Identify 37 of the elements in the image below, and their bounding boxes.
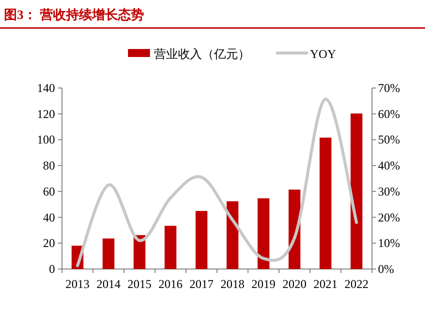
x-tick-label: 2021: [314, 277, 338, 291]
y-tick-label: 100: [37, 132, 55, 147]
legend-label: YOY: [310, 47, 336, 61]
y-tick-label: 0: [49, 262, 55, 276]
y2-tick-label: 0%: [378, 262, 394, 276]
bar: [196, 210, 208, 269]
y2-tick-label: 10%: [378, 236, 400, 250]
bar: [320, 138, 332, 269]
legend-label: 营业收入（亿元）: [154, 47, 250, 61]
bar: [350, 113, 362, 269]
x-tick-label: 2017: [190, 277, 214, 291]
y2-tick-label: 20%: [378, 210, 400, 224]
y-tick-label: 120: [37, 106, 55, 121]
x-tick-label: 2014: [96, 277, 120, 291]
y-tick-label: 80: [43, 158, 55, 173]
y2-tick-label: 70%: [378, 81, 400, 95]
y2-tick-label: 50%: [378, 132, 400, 147]
x-tick-label: 2022: [344, 277, 368, 291]
bar: [102, 238, 114, 269]
y2-tick-label: 40%: [378, 158, 400, 173]
y-tick-label: 40: [43, 210, 55, 224]
x-tick-label: 2016: [158, 277, 182, 291]
y2-tick-label: 30%: [378, 184, 400, 198]
x-tick-label: 2019: [252, 277, 276, 291]
line-series: [76, 98, 358, 268]
x-tick-label: 2018: [220, 277, 244, 291]
y-tick-label: 140: [37, 81, 55, 95]
y-tick-label: 20: [43, 236, 55, 250]
y-tick-label: 60: [43, 184, 55, 198]
x-tick-label: 2013: [66, 277, 90, 291]
bar: [226, 201, 238, 269]
chart-title: 图3： 营收持续增长态势: [4, 7, 144, 22]
x-tick-label: 2020: [282, 277, 306, 291]
bar: [258, 198, 270, 269]
x-tick-label: 2015: [128, 277, 152, 291]
y2-tick-label: 60%: [378, 106, 400, 121]
bar: [164, 226, 176, 269]
